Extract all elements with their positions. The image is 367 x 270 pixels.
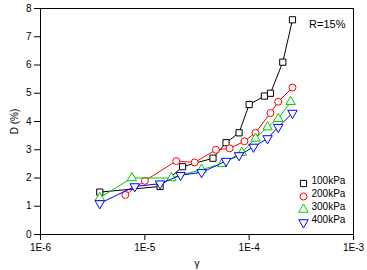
svg-text:1E-3: 1E-3 (343, 242, 365, 253)
svg-text:300kPa: 300kPa (312, 201, 346, 212)
svg-text:8: 8 (26, 3, 32, 14)
svg-text:1: 1 (26, 200, 32, 211)
svg-text:5: 5 (26, 87, 32, 98)
svg-text:4: 4 (26, 116, 32, 127)
svg-text:100kPa: 100kPa (312, 175, 346, 186)
svg-text:2: 2 (26, 172, 32, 183)
svg-text:1E-4: 1E-4 (239, 242, 261, 253)
svg-text:γ: γ (195, 258, 200, 269)
svg-text:0: 0 (26, 229, 32, 240)
svg-text:3: 3 (26, 144, 32, 155)
svg-text:1E-5: 1E-5 (134, 242, 156, 253)
svg-text:1E-6: 1E-6 (30, 242, 52, 253)
svg-text:400kPa: 400kPa (312, 214, 346, 225)
svg-text:6: 6 (26, 59, 32, 70)
svg-text:D (%): D (%) (9, 109, 20, 135)
svg-text:200kPa: 200kPa (312, 188, 346, 199)
svg-text:R=15%: R=15% (309, 18, 346, 30)
svg-text:7: 7 (26, 31, 32, 42)
